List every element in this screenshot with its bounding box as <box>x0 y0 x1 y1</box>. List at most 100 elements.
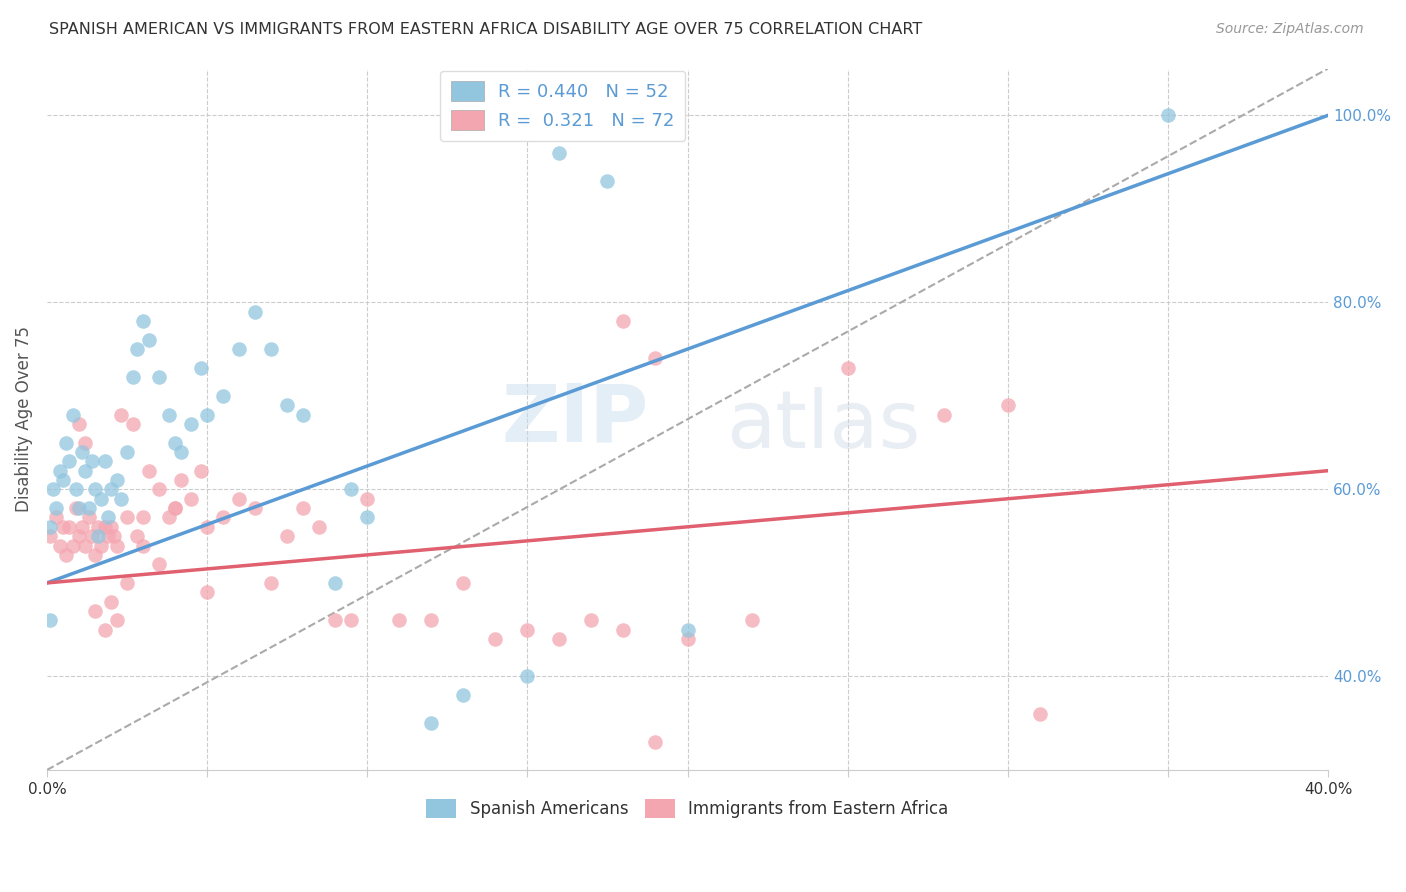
Point <box>115 576 138 591</box>
Text: ZIP: ZIP <box>502 380 650 458</box>
Point <box>132 314 155 328</box>
Point <box>70 445 93 459</box>
Point <box>105 613 128 627</box>
Point <box>67 417 90 431</box>
Point <box>45 510 67 524</box>
Point <box>58 454 80 468</box>
Point <box>292 501 315 516</box>
Point <box>84 548 107 562</box>
Text: SPANISH AMERICAN VS IMMIGRANTS FROM EASTERN AFRICA DISABILITY AGE OVER 75 CORREL: SPANISH AMERICAN VS IMMIGRANTS FROM EAST… <box>49 22 922 37</box>
Point <box>148 370 170 384</box>
Point <box>84 604 107 618</box>
Point <box>356 510 378 524</box>
Point <box>170 473 193 487</box>
Point <box>148 483 170 497</box>
Point <box>323 613 346 627</box>
Point <box>676 623 699 637</box>
Point <box>308 520 330 534</box>
Point <box>388 613 411 627</box>
Point <box>77 510 100 524</box>
Point <box>65 501 87 516</box>
Point <box>644 351 666 366</box>
Point <box>741 613 763 627</box>
Point <box>138 333 160 347</box>
Point <box>997 398 1019 412</box>
Point <box>260 576 283 591</box>
Point <box>644 735 666 749</box>
Point <box>195 585 218 599</box>
Point <box>1157 108 1180 122</box>
Point <box>39 613 62 627</box>
Point <box>340 483 363 497</box>
Point <box>195 408 218 422</box>
Point <box>115 510 138 524</box>
Point <box>67 501 90 516</box>
Point <box>453 688 475 702</box>
Point <box>195 520 218 534</box>
Point <box>125 529 148 543</box>
Point <box>932 408 955 422</box>
Point <box>103 529 125 543</box>
Point <box>484 632 506 646</box>
Point <box>190 464 212 478</box>
Point <box>45 501 67 516</box>
Point <box>93 520 115 534</box>
Point <box>110 491 132 506</box>
Point <box>93 454 115 468</box>
Point <box>58 520 80 534</box>
Point <box>90 491 112 506</box>
Point <box>90 539 112 553</box>
Point <box>276 398 298 412</box>
Point <box>163 435 186 450</box>
Point <box>420 716 443 731</box>
Point <box>292 408 315 422</box>
Point <box>100 520 122 534</box>
Point <box>65 483 87 497</box>
Point <box>52 473 75 487</box>
Text: atlas: atlas <box>725 387 921 466</box>
Legend: Spanish Americans, Immigrants from Eastern Africa: Spanish Americans, Immigrants from Easte… <box>420 793 955 825</box>
Point <box>52 520 75 534</box>
Point <box>55 435 77 450</box>
Point <box>157 510 180 524</box>
Point <box>516 623 538 637</box>
Point <box>93 623 115 637</box>
Point <box>70 520 93 534</box>
Point <box>84 483 107 497</box>
Point <box>97 510 120 524</box>
Point <box>75 435 97 450</box>
Point <box>516 669 538 683</box>
Point <box>212 510 235 524</box>
Point <box>110 408 132 422</box>
Point <box>157 408 180 422</box>
Point <box>180 491 202 506</box>
Point <box>132 510 155 524</box>
Point <box>80 454 103 468</box>
Point <box>138 464 160 478</box>
Point <box>548 632 571 646</box>
Point <box>548 145 571 160</box>
Point <box>180 417 202 431</box>
Point <box>243 304 266 318</box>
Point <box>260 342 283 356</box>
Point <box>48 464 70 478</box>
Point <box>323 576 346 591</box>
Y-axis label: Disability Age Over 75: Disability Age Over 75 <box>15 326 32 512</box>
Point <box>420 613 443 627</box>
Point <box>80 529 103 543</box>
Point <box>228 342 250 356</box>
Point <box>62 539 84 553</box>
Point <box>276 529 298 543</box>
Point <box>453 576 475 591</box>
Point <box>676 632 699 646</box>
Point <box>612 623 634 637</box>
Point <box>228 491 250 506</box>
Point <box>115 445 138 459</box>
Point <box>39 529 62 543</box>
Point <box>77 501 100 516</box>
Point <box>212 389 235 403</box>
Point <box>67 529 90 543</box>
Point <box>163 501 186 516</box>
Point <box>125 342 148 356</box>
Point <box>100 483 122 497</box>
